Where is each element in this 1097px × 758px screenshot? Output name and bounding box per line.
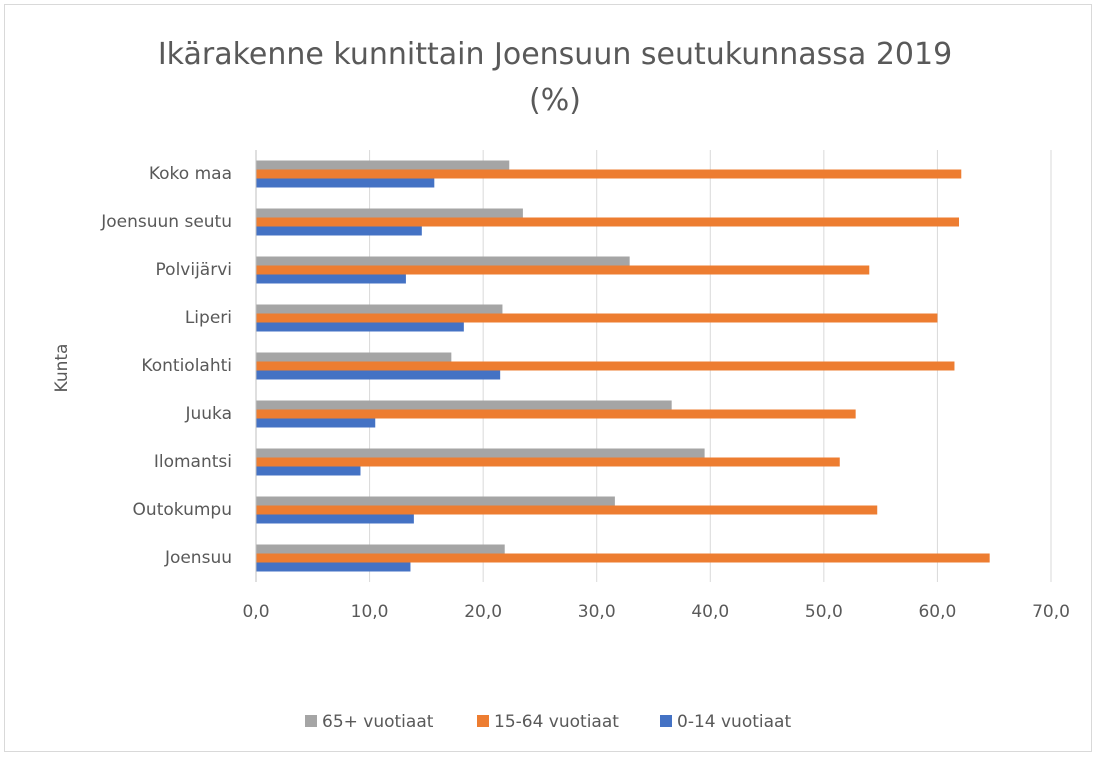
bar	[256, 409, 856, 419]
chart-title: Ikärakenne kunnittain Joensuun seutukunn…	[157, 37, 953, 118]
legend-swatch	[305, 715, 317, 727]
chart-frame	[4, 4, 1092, 752]
bar	[256, 226, 422, 236]
y-tick-label: Juuka	[184, 404, 232, 424]
bar	[256, 553, 990, 563]
bar	[256, 361, 955, 371]
bar	[256, 256, 630, 266]
bar	[256, 178, 435, 188]
x-tick-label: 10,0	[351, 602, 389, 622]
bar	[256, 304, 503, 314]
bar	[256, 370, 501, 380]
legend-label: 15-64 vuotiaat	[494, 712, 619, 732]
y-axis-label: Kunta	[52, 344, 72, 393]
bar	[256, 322, 464, 332]
bar	[256, 208, 523, 218]
bar	[256, 457, 840, 467]
bar	[256, 313, 938, 323]
bar	[256, 496, 615, 506]
x-tick-label: 60,0	[918, 602, 956, 622]
x-tick-label: 70,0	[1032, 602, 1070, 622]
bar	[256, 160, 510, 170]
bar	[256, 418, 376, 428]
legend-label: 65+ vuotiaat	[322, 712, 434, 732]
legend-swatch	[477, 715, 489, 727]
bar	[256, 562, 411, 572]
y-tick-label: Polvijärvi	[156, 260, 232, 280]
bar	[256, 274, 406, 284]
bar	[256, 505, 878, 515]
bar	[256, 217, 960, 227]
bar	[256, 466, 361, 476]
x-tick-label: 40,0	[691, 602, 729, 622]
bar	[256, 400, 672, 410]
x-tick-label: 20,0	[464, 602, 502, 622]
y-tick-label: Outokumpu	[133, 500, 232, 520]
y-tick-label: Kontiolahti	[141, 356, 232, 376]
x-tick-label: 0,0	[242, 602, 269, 622]
y-tick-label: Ilomantsi	[154, 452, 232, 472]
bar	[256, 265, 870, 275]
bar	[256, 448, 705, 458]
y-tick-label: Joensuun seutu	[100, 212, 232, 232]
bar	[256, 169, 962, 179]
x-tick-label: 50,0	[805, 602, 843, 622]
y-tick-label: Joensuu	[164, 548, 232, 568]
y-tick-label: Koko maa	[149, 164, 232, 184]
bar	[256, 514, 414, 524]
legend-swatch	[660, 715, 672, 727]
bar	[256, 544, 505, 554]
x-tick-label: 30,0	[578, 602, 616, 622]
bar	[256, 352, 452, 362]
y-tick-label: Liperi	[185, 308, 232, 328]
legend-label: 0-14 vuotiaat	[677, 712, 791, 732]
